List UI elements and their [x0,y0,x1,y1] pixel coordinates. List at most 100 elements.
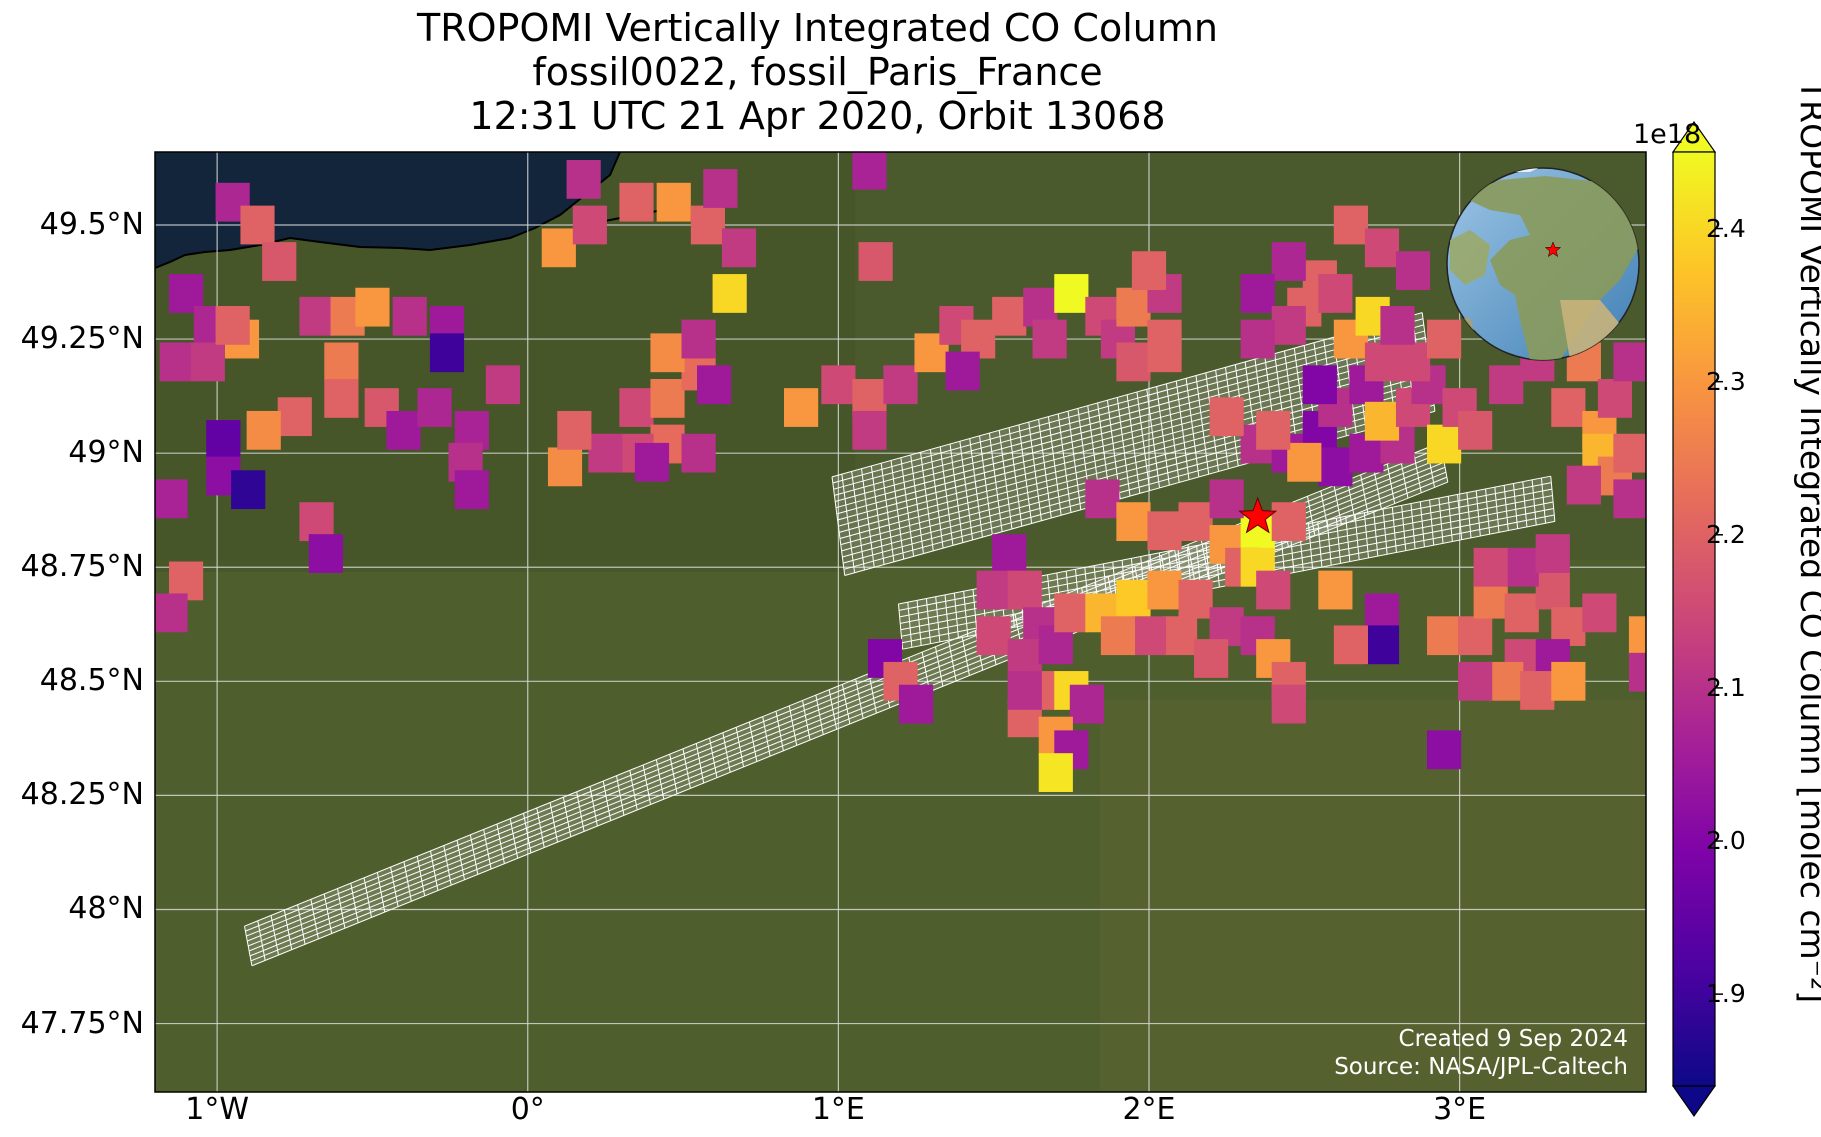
sounding-cell [429,333,465,373]
sounding-cell [1535,570,1570,610]
sounding-cell [1147,511,1182,551]
sounding-cell [976,570,1011,610]
created-date: Created 9 Sep 2024 [1398,1026,1628,1052]
sounding-cell [386,410,421,450]
sounding-cell [1178,579,1213,619]
sounding-cell [1427,424,1462,464]
sounding-cell [721,228,757,268]
colorbar-tick-label: 2.4 [1706,213,1746,243]
sounding-cell [619,388,654,427]
sounding-cell [852,152,887,190]
sounding-cell [976,616,1011,656]
sounding-cell [1147,570,1182,610]
sounding-cell [1458,410,1493,450]
sounding-cell [1256,570,1291,610]
lat-tick-label: 49.25°N [20,321,144,357]
lon-tick-label: 0° [510,1092,545,1127]
sounding-cell [1364,228,1400,268]
sounding-cell [1489,365,1524,405]
coastline [155,152,621,269]
sounding-cell [1582,593,1617,633]
sounding-cell [588,433,623,473]
sounding-cell [308,534,343,573]
sounding-cell [1038,753,1073,792]
sounding-cell [541,228,576,268]
sounding-cell [1395,251,1431,291]
lon-tick-label: 1°W [185,1092,249,1127]
lat-tick-label: 48.5°N [39,663,144,699]
map-frame [154,151,1647,1093]
sounding-cell [1333,625,1368,665]
sounding-cell [1271,684,1306,724]
sounding-cell [392,296,427,336]
sounding-cell [1271,502,1306,542]
sounding-cell [215,306,250,345]
colorbar-tick-label: 2.3 [1706,366,1746,396]
sounding-cell [1116,287,1151,327]
sounding-cell [1504,547,1539,587]
sounding-cell [1131,616,1167,656]
sounding-cell [1131,251,1167,291]
sounding-cell [1597,379,1633,418]
sounding-cell [277,397,312,437]
sounding-cell [1209,479,1244,519]
title-line-3: 12:31 UTC 21 Apr 2020, Orbit 13068 [469,94,1166,138]
sounding-cell [1194,639,1229,678]
lon-tick-label: 3°E [1433,1092,1487,1127]
sounding-cell [1100,616,1136,656]
colorbar-tick-label: 2.0 [1706,826,1746,856]
sounding-cell [1551,388,1586,427]
sounding-cell [231,470,266,510]
sounding-cell [650,379,685,418]
sounding-cell [1566,465,1601,505]
sounding-cell [712,274,747,313]
sounding-cell [1318,274,1353,313]
sounding-cell [1302,365,1337,405]
sounding-cell [703,169,738,208]
sounding-cell [1427,730,1462,770]
sounding-cell [898,684,934,724]
sounding-cell [206,420,241,459]
sounding-cell [417,388,452,427]
sounding-cell [1364,342,1400,382]
sounding-cell [1271,306,1306,345]
sounding-cell [485,365,520,405]
sounding-cell [1054,593,1089,633]
sounding-cell [1116,342,1151,382]
colorbar-tick-label: 2.2 [1706,519,1746,549]
credit-text: Created 9 Sep 2024 Source: NASA/JPL-Calt… [1334,1025,1628,1081]
sounding-cell [697,365,732,405]
sounding-cell [1256,410,1291,450]
title-line-1: TROPOMI Vertically Integrated CO Column [417,6,1218,50]
footprint-band-2 [831,312,1436,576]
sounding-cell [858,242,893,281]
lat-tick-label: 49°N [68,435,144,471]
sounding-cell [1628,652,1646,692]
sounding-cell [299,296,334,336]
sounding-cell [454,470,489,510]
sounding-cell [1473,547,1508,587]
sounding-cell [1287,442,1322,482]
sounding-cell [1613,479,1646,519]
sounding-cell [1613,433,1646,473]
sounding-cell [1364,625,1400,665]
lat-tick-label: 49.5°N [39,207,144,242]
lat-tick-label: 47.75°N [20,1005,144,1041]
sounding-cell [1333,205,1368,245]
sounding-cell [650,333,685,373]
sounding-cell [1520,671,1555,710]
sounding-cell [821,365,856,405]
sounding-cell [1162,616,1198,656]
sounding-cell [634,442,670,482]
lon-tick-label: 1°E [811,1092,865,1127]
sounding-cell [1209,397,1244,437]
sounding-cell [1318,447,1353,487]
sounding-cell [1178,502,1213,542]
sounding-cell [1364,401,1400,441]
colorbar-label: TROPOMI Vertically Integrated CO Column … [1794,80,1821,1004]
colorbar-tick-label: 2.1 [1706,672,1746,702]
sounding-cell [1116,502,1151,542]
sounding-cell [246,410,281,450]
sounding-cell [784,388,819,427]
